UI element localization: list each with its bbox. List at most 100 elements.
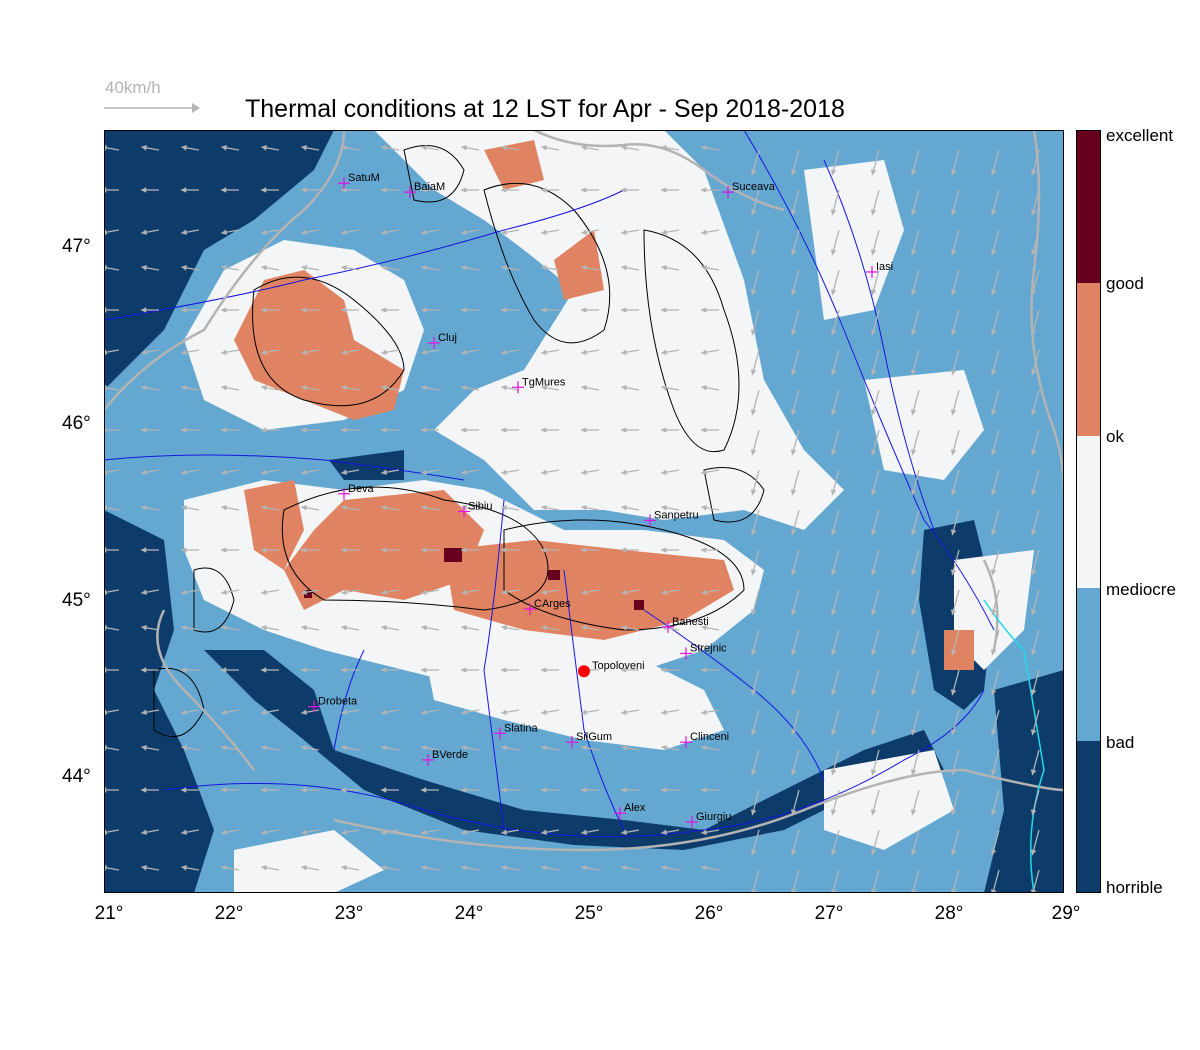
wind-arrow-head bbox=[621, 469, 627, 476]
wind-arrow-head bbox=[621, 504, 627, 511]
wind-arrow-head bbox=[870, 769, 877, 776]
wind-arrow-head bbox=[830, 689, 837, 696]
wind-arrow-head bbox=[221, 547, 227, 553]
wind-arrow-head bbox=[950, 489, 957, 496]
wind-arrow-head bbox=[990, 249, 997, 256]
wind-arrow-head bbox=[541, 144, 547, 151]
wind-arrow-head bbox=[421, 349, 427, 356]
wind-arrow-head bbox=[381, 427, 387, 433]
wind-arrow-head bbox=[701, 709, 707, 716]
wind-arrow-head bbox=[221, 264, 227, 271]
wind-arrow-head bbox=[910, 249, 917, 256]
city-marker-iasi: Iasi bbox=[866, 261, 893, 278]
wind-arrow-head bbox=[950, 249, 957, 256]
wind-arrow-head bbox=[421, 787, 427, 793]
wind-arrow-head bbox=[181, 384, 187, 391]
wind-arrow-head bbox=[461, 709, 467, 716]
wind-arrow-head bbox=[381, 589, 387, 596]
city-label: Banesti bbox=[672, 616, 709, 628]
colorbar-label-excellent: excellent bbox=[1106, 126, 1174, 145]
wind-arrow-head bbox=[950, 569, 957, 576]
x-tick-25: 25° bbox=[574, 903, 604, 924]
wind-arrow-head bbox=[141, 384, 147, 391]
wind-arrow-head bbox=[1030, 289, 1037, 296]
city-marker-cluj: Cluj bbox=[428, 332, 457, 349]
wind-arrow-head bbox=[541, 349, 547, 356]
x-tick-23: 23° bbox=[334, 903, 364, 924]
wind-arrow-head bbox=[341, 829, 347, 836]
wind-arrow-head bbox=[870, 489, 877, 496]
wind-arrow-head bbox=[221, 384, 227, 391]
wind-arrow-head bbox=[790, 649, 797, 656]
wind-arrow-head bbox=[910, 289, 917, 296]
wind-arrow-head bbox=[301, 504, 307, 511]
wind-arrow-head bbox=[990, 609, 997, 616]
wind-arrow-head bbox=[910, 329, 917, 336]
wind-arrow-head bbox=[910, 569, 917, 576]
wind-arrow-head bbox=[301, 709, 307, 716]
wind-arrow-head bbox=[261, 187, 267, 193]
wind-arrow-head bbox=[261, 829, 267, 836]
wind-arrow-head bbox=[990, 569, 997, 576]
wind-arrow-head bbox=[581, 384, 587, 391]
wind-arrow-head bbox=[261, 504, 267, 511]
wind-arrow-head bbox=[501, 547, 507, 553]
wind-arrow-head bbox=[990, 289, 997, 296]
ok-region-north bbox=[374, 130, 844, 530]
wind-arrow-head bbox=[141, 864, 147, 871]
wind-arrow-head bbox=[870, 289, 877, 296]
excellent-patch-1 bbox=[444, 548, 462, 562]
wind-arrow-head bbox=[790, 209, 797, 216]
wind-arrow-head bbox=[750, 369, 757, 376]
colorbar-label-good: good bbox=[1106, 274, 1144, 293]
wind-arrow-head bbox=[1030, 529, 1037, 536]
wind-arrow-head bbox=[750, 289, 757, 296]
wind-arrow-head bbox=[870, 689, 877, 696]
colorbar-excellent bbox=[1076, 130, 1101, 283]
wind-arrow-head bbox=[910, 769, 917, 776]
wind-arrow-head bbox=[830, 169, 837, 176]
wind-arrow-head bbox=[381, 709, 387, 716]
wind-arrow-head bbox=[181, 307, 187, 313]
excellent-patch-4 bbox=[304, 590, 312, 598]
wind-arrow-head bbox=[990, 729, 997, 736]
wind-arrow-head bbox=[790, 329, 797, 336]
wind-arrow-head bbox=[910, 649, 917, 656]
highlight-city-marker: Topoloveni bbox=[578, 660, 645, 678]
wind-arrow-head bbox=[701, 349, 707, 356]
wind-arrow-head bbox=[750, 449, 757, 456]
excellent-patch-3 bbox=[634, 600, 644, 610]
wind-arrow-head bbox=[341, 504, 347, 511]
wind-arrow-head bbox=[181, 349, 187, 356]
wind-arrow-head bbox=[301, 307, 307, 313]
wind-arrow-head bbox=[221, 229, 227, 236]
city-label: BVerde bbox=[432, 749, 468, 761]
wind-arrow-head bbox=[501, 667, 507, 673]
wind-arrow-head bbox=[461, 469, 467, 476]
wind-arrow-head bbox=[141, 427, 147, 433]
wind-arrow-head bbox=[501, 589, 507, 596]
wind-arrow-head bbox=[141, 829, 147, 836]
wind-arrow-head bbox=[870, 849, 877, 856]
wind-arrow-head bbox=[870, 369, 877, 376]
map-frame bbox=[104, 130, 1064, 893]
wind-arrow-head bbox=[830, 529, 837, 536]
wind-arrow-head bbox=[1030, 689, 1037, 696]
x-tick-21: 21° bbox=[94, 903, 124, 924]
wind-arrow-head bbox=[701, 229, 707, 236]
wind-arrow-head bbox=[830, 649, 837, 656]
ok-region-south bbox=[234, 830, 384, 893]
wind-arrow-head bbox=[501, 864, 507, 871]
wind-arrow-head bbox=[701, 384, 707, 391]
wind-arrow-head bbox=[181, 667, 187, 673]
wind-arrow-head bbox=[750, 409, 757, 416]
wind-arrow-head bbox=[541, 547, 547, 553]
wind-arrow-head bbox=[501, 787, 507, 793]
city-label: CArges bbox=[534, 598, 571, 610]
x-tick-27: 27° bbox=[814, 903, 844, 924]
wind-arrow-head bbox=[421, 469, 427, 476]
wind-arrow-head bbox=[750, 609, 757, 616]
wind-arrow-head bbox=[750, 329, 757, 336]
wind-arrow-head bbox=[661, 307, 667, 313]
wind-arrow-head bbox=[701, 504, 707, 511]
